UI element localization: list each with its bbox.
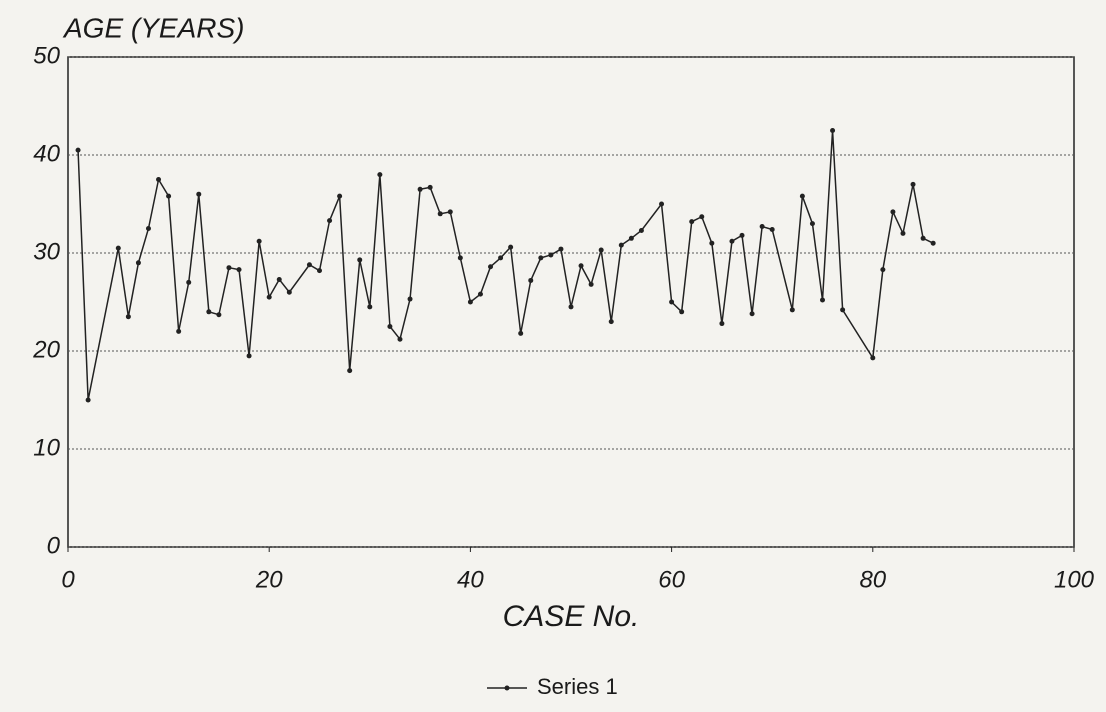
- x-tick-label: 20: [255, 566, 283, 593]
- y-tick-label: 40: [33, 140, 60, 167]
- data-point: [427, 184, 433, 190]
- data-point: [568, 304, 574, 310]
- data-point: [830, 128, 836, 133]
- x-axis-label: CASE No.: [503, 600, 640, 633]
- data-point: [327, 218, 333, 224]
- data-point: [749, 311, 755, 317]
- data-point: [156, 177, 162, 182]
- data-point: [246, 353, 252, 359]
- data-point: [407, 296, 413, 302]
- y-tick-label: 10: [33, 434, 60, 461]
- data-point: [598, 247, 604, 253]
- data-point: [729, 238, 735, 244]
- data-point: [115, 245, 121, 251]
- data-point: [840, 307, 846, 313]
- data-point: [739, 232, 745, 238]
- data-point: [759, 224, 765, 230]
- data-point: [820, 297, 825, 303]
- legend-label: Series 1: [537, 674, 618, 699]
- data-point: [206, 309, 212, 315]
- data-point: [659, 201, 665, 207]
- data-point: [920, 235, 926, 241]
- data-point: [387, 324, 393, 329]
- series-line: [77, 130, 934, 401]
- data-point: [276, 276, 282, 282]
- data-point: [377, 172, 383, 178]
- data-point: [528, 277, 534, 283]
- data-point: [135, 260, 141, 266]
- data-point: [85, 397, 91, 403]
- data-point: [709, 240, 715, 246]
- data-point: [890, 209, 896, 215]
- data-point: [145, 226, 151, 231]
- data-point: [337, 193, 343, 199]
- data-point: [236, 267, 242, 273]
- data-point: [679, 309, 685, 315]
- data-point: [397, 336, 403, 342]
- data-point: [719, 321, 725, 327]
- data-point: [357, 257, 363, 263]
- x-tick-label: 80: [859, 566, 886, 593]
- data-point: [870, 355, 876, 361]
- data-point: [437, 211, 443, 217]
- data-point: [226, 265, 232, 271]
- data-point: [196, 191, 202, 197]
- data-point: [447, 209, 453, 215]
- plot-frame: [67, 56, 1075, 548]
- data-point: [699, 214, 705, 220]
- data-point: [799, 193, 805, 199]
- data-point: [618, 242, 624, 248]
- data-point: [306, 262, 312, 268]
- data-point: [910, 181, 916, 187]
- data-point: [689, 219, 695, 225]
- data-point: [286, 289, 292, 295]
- data-point: [186, 279, 192, 285]
- data-point: [508, 244, 514, 250]
- data-point: [628, 235, 634, 241]
- data-point: [75, 147, 81, 153]
- data-point: [317, 268, 322, 274]
- data-point: [256, 238, 262, 244]
- data-point: [457, 255, 463, 261]
- data-point: [266, 294, 272, 300]
- data-point: [789, 307, 795, 313]
- data-point: [669, 299, 675, 305]
- x-tick-label: 100: [1054, 566, 1095, 593]
- data-point: [498, 255, 504, 261]
- data-point: [125, 314, 131, 320]
- x-tick-label: 0: [61, 566, 75, 593]
- data-point: [216, 312, 222, 318]
- data-point: [809, 221, 815, 227]
- y-tick-label: 50: [33, 42, 60, 69]
- data-point: [548, 252, 554, 258]
- x-tick-label: 40: [457, 566, 484, 593]
- data-point: [930, 240, 936, 246]
- data-point: [488, 264, 494, 270]
- data-point: [880, 267, 886, 273]
- y-tick-label: 20: [32, 336, 60, 363]
- y-tick-label: 0: [47, 532, 61, 559]
- data-point: [638, 227, 644, 233]
- data-point: [558, 246, 564, 252]
- data-point: [347, 368, 353, 374]
- data-point: [769, 226, 775, 232]
- data-point: [417, 186, 423, 192]
- data-point: [608, 319, 614, 325]
- data-point: [578, 263, 584, 269]
- x-tick-label: 60: [658, 566, 685, 593]
- data-point: [166, 193, 172, 199]
- data-point: [588, 281, 594, 287]
- legend-marker: [504, 685, 510, 691]
- data-point: [538, 255, 544, 261]
- data-point: [176, 328, 182, 334]
- data-point: [367, 304, 373, 310]
- data-point: [900, 230, 906, 236]
- chart-title: AGE (YEARS): [62, 12, 244, 43]
- y-tick-label: 30: [33, 238, 60, 265]
- data-point: [467, 299, 473, 305]
- data-point: [477, 291, 483, 297]
- data-point: [518, 330, 524, 336]
